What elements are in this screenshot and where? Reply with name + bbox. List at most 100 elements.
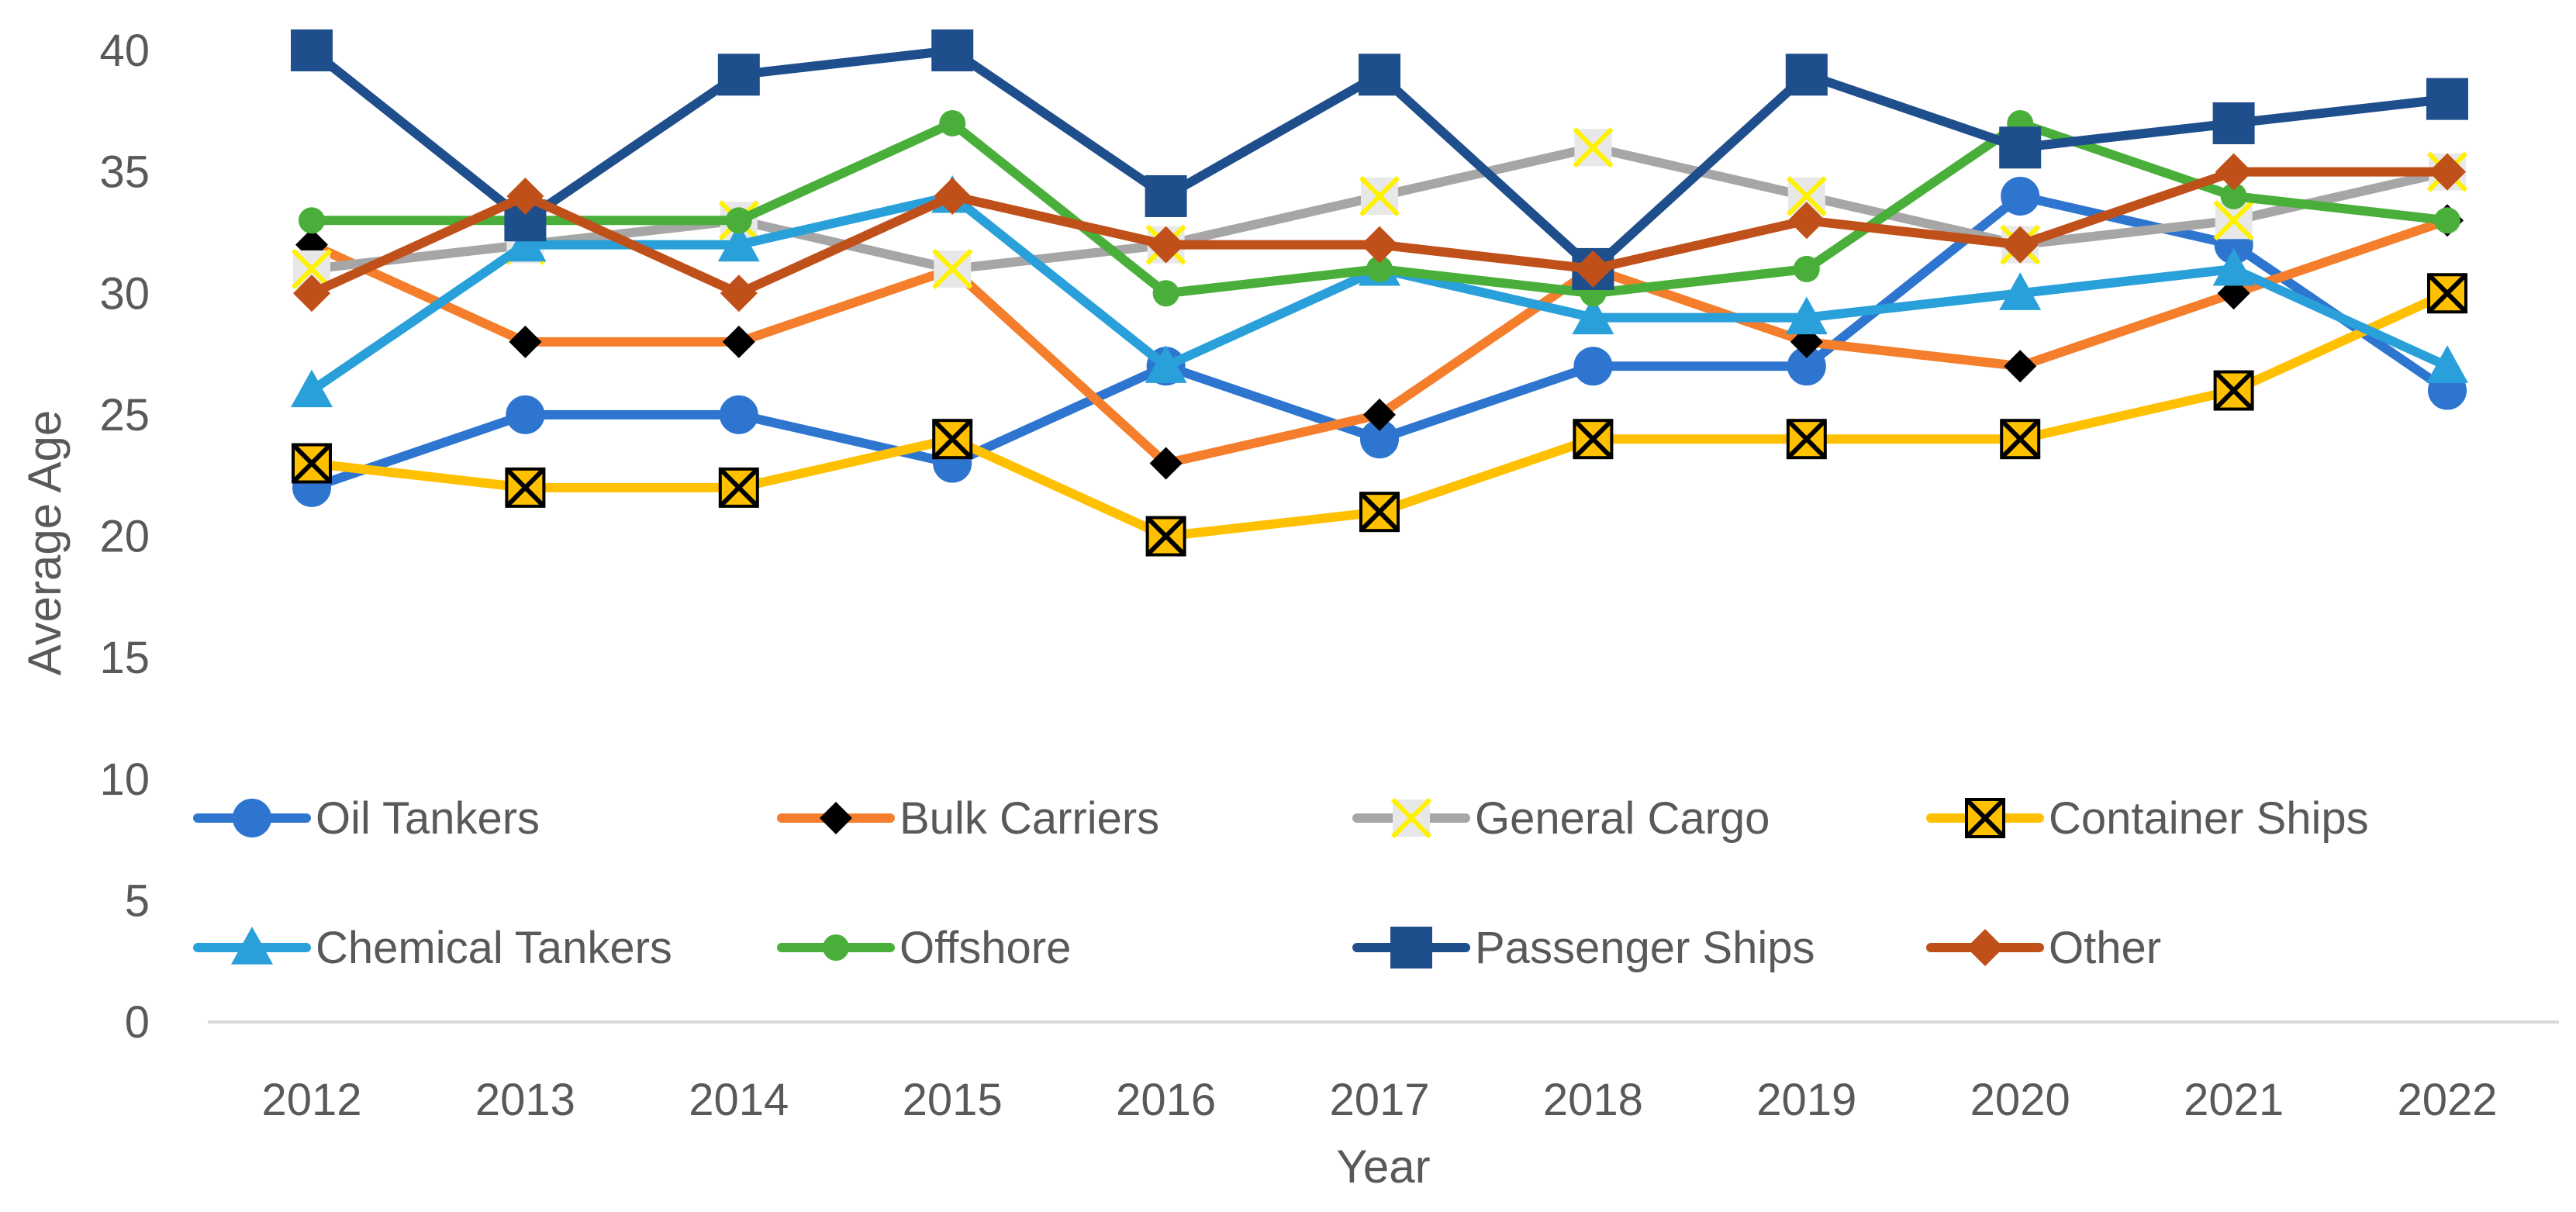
data-point-chemical-tankers [717, 223, 760, 262]
data-point-general-cargo [1573, 127, 1614, 168]
data-point-general-cargo [291, 248, 333, 290]
data-point-container-ships [291, 443, 333, 484]
series-passenger-ships [291, 29, 2468, 290]
legend-label: Container Ships [2049, 793, 2369, 844]
data-point-general-cargo [1359, 175, 1400, 217]
data-point-other [1147, 226, 1185, 264]
data-point-other [506, 177, 544, 215]
data-point-other [293, 275, 330, 312]
legend-swatch-marker [1967, 929, 2004, 966]
data-point-offshore [725, 207, 752, 234]
x-tick-label: 2022 [2397, 1075, 2497, 1125]
x-tick-label: 2016 [1116, 1075, 1216, 1125]
legend-swatch-marker [233, 799, 271, 837]
x-axis-title: Year [1336, 1141, 1430, 1193]
data-point-offshore [299, 207, 325, 234]
series-other [293, 153, 2466, 312]
data-point-container-ships [1786, 419, 1827, 460]
series-general-cargo [291, 127, 2468, 290]
data-point-oil-tankers [1573, 347, 1613, 386]
y-axis-ticks: 0 5 10 15 20 25 30 35 40 [99, 26, 150, 1048]
y-axis-title: Average Age [19, 410, 71, 676]
data-point-container-ships [932, 419, 973, 460]
x-tick-label: 2014 [689, 1075, 789, 1125]
data-point-chemical-tankers [1572, 296, 1614, 335]
data-point-other [1361, 226, 1398, 264]
legend-item-container-ships: Container Ships [1926, 793, 2369, 844]
data-point-passenger-ships [291, 29, 333, 71]
data-point-container-ships [718, 467, 759, 508]
data-point-oil-tankers [719, 395, 758, 434]
data-point-chemical-tankers [504, 223, 547, 262]
x-tick-label: 2019 [1756, 1075, 1856, 1125]
data-point-offshore [939, 109, 966, 136]
y-tick-label: 5 [125, 875, 150, 926]
data-point-other [1787, 202, 1825, 240]
data-point-oil-tankers [506, 395, 545, 434]
data-point-other [2001, 226, 2039, 264]
data-point-other [2429, 153, 2466, 191]
data-point-chemical-tankers [1145, 345, 1187, 383]
data-point-bulk-carriers [1363, 398, 1396, 431]
y-tick-label: 35 [99, 147, 150, 198]
data-point-passenger-ships [1999, 126, 2042, 169]
series-line-chemical-tankers [307, 191, 2452, 395]
legend-label: Other [2049, 923, 2161, 973]
legend: Oil Tankers Bulk Carriers General Cargo Con… [193, 793, 2369, 973]
x-tick-label: 2017 [1329, 1075, 1429, 1125]
data-point-container-ships [2000, 419, 2041, 460]
series-layer [291, 29, 2468, 557]
data-point-other [1574, 250, 1612, 288]
y-tick-label: 0 [125, 997, 150, 1048]
legend-swatch-marker [823, 934, 849, 961]
data-point-passenger-ships [2426, 78, 2468, 120]
data-point-passenger-ships [717, 54, 760, 96]
data-point-chemical-tankers [2212, 247, 2255, 286]
legend-item-oil-tankers: Oil Tankers [193, 793, 540, 844]
y-tick-label: 10 [99, 754, 150, 805]
x-tick-label: 2013 [475, 1075, 575, 1125]
legend-item-offshore: Offshore [777, 923, 1071, 973]
y-tick-label: 15 [99, 633, 150, 683]
data-point-other [934, 177, 972, 215]
x-tick-label: 2012 [261, 1075, 361, 1125]
data-point-chemical-tankers [1999, 272, 2042, 310]
axes: 0 5 10 15 20 25 30 35 40 2012 2013 2014 2015 2016 201… [19, 26, 2559, 1193]
data-point-container-ships [505, 467, 546, 508]
legend-item-passenger-ships: Passenger Ships [1352, 923, 1815, 973]
legend-swatch-marker [1964, 797, 2006, 839]
data-point-chemical-tankers [1785, 296, 1828, 335]
legend-label: Bulk Carriers [900, 793, 1159, 844]
data-point-passenger-ships [1785, 54, 1828, 96]
legend-item-other: Other [1926, 923, 2161, 973]
legend-swatch-marker [231, 927, 273, 965]
legend-label: Passenger Ships [1475, 923, 1815, 973]
series-oil-tankers [292, 176, 2467, 507]
y-tick-label: 40 [99, 26, 150, 76]
legend-item-bulk-carriers: Bulk Carriers [777, 793, 1159, 844]
data-point-general-cargo [932, 248, 973, 290]
y-tick-label: 25 [99, 390, 150, 440]
x-tick-label: 2015 [903, 1075, 1003, 1125]
legend-label: Offshore [900, 923, 1071, 973]
legend-label: Oil Tankers [316, 793, 540, 844]
y-tick-label: 20 [99, 512, 150, 562]
data-point-container-ships [1145, 516, 1186, 557]
data-point-passenger-ships [1145, 174, 1187, 217]
data-point-container-ships [2426, 273, 2468, 314]
data-point-bulk-carriers [722, 325, 755, 358]
data-point-bulk-carriers [2004, 350, 2037, 383]
data-point-chemical-tankers [2426, 345, 2468, 383]
data-point-bulk-carriers [509, 325, 542, 358]
data-point-oil-tankers [2001, 176, 2040, 216]
data-point-container-ships [1359, 492, 1400, 533]
data-point-offshore [1793, 255, 1820, 282]
legend-swatch-marker [1390, 797, 1432, 839]
data-point-chemical-tankers [291, 369, 333, 408]
y-tick-label: 30 [99, 268, 150, 319]
data-point-offshore [1152, 280, 1179, 307]
data-point-passenger-ships [1359, 54, 1400, 96]
data-point-offshore [2434, 207, 2460, 234]
x-axis-ticks: 2012 2013 2014 2015 2016 2017 2018 2019 2020 2021… [261, 1075, 2497, 1125]
